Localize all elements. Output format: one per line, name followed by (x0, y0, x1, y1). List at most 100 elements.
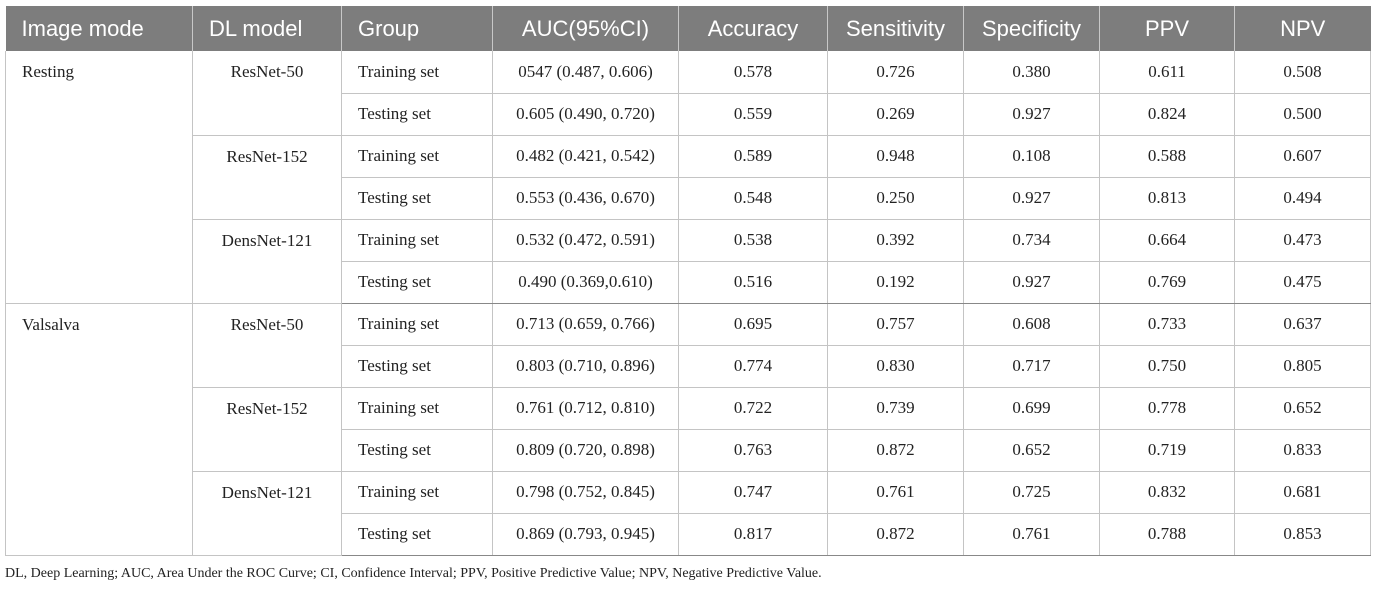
ppv-cell: 0.824 (1099, 92, 1235, 136)
header-group: Group (341, 6, 493, 51)
npv-cell: 0.494 (1234, 176, 1371, 220)
results-table-wrapper: Image mode DL model Group AUC(95%CI) Acc… (5, 6, 1371, 556)
sensitivity-cell: 0.757 (827, 302, 964, 346)
specificity-cell: 0.927 (963, 176, 1100, 220)
auc-cell: 0.605 (0.490, 0.720) (492, 92, 679, 136)
npv-cell: 0.607 (1234, 134, 1371, 178)
group-cell: Testing set (341, 512, 493, 556)
table-row: DensNet-121 Training set 0.798 (0.752, 0.8… (6, 470, 1371, 556)
table-row: ResNet-152 Training set 0.761 (0.712, 0.81… (6, 386, 1371, 472)
ppv-cell: 0.664 (1099, 218, 1235, 262)
dl-model-cell: DensNet-121 (192, 470, 342, 556)
accuracy-cell: 0.578 (678, 51, 828, 94)
table-row: Testing set 0.553 (0.436, 0.670) 0.548 0.25… (6, 176, 1371, 220)
accuracy-cell: 0.817 (678, 512, 828, 556)
table-row: Testing set 0.490 (0.369,0.610) 0.516 0.192… (6, 260, 1371, 304)
auc-cell: 0.803 (0.710, 0.896) (492, 344, 679, 388)
sensitivity-cell: 0.739 (827, 386, 964, 430)
specificity-cell: 0.652 (963, 428, 1100, 472)
specificity-cell: 0.761 (963, 512, 1100, 556)
ppv-cell: 0.769 (1099, 260, 1235, 304)
group-cell: Training set (341, 470, 493, 514)
npv-cell: 0.500 (1234, 92, 1371, 136)
npv-cell: 0.637 (1234, 302, 1371, 346)
group-cell: Testing set (341, 428, 493, 472)
specificity-cell: 0.927 (963, 92, 1100, 136)
header-sensitivity: Sensitivity (827, 6, 964, 51)
table-row: ResNet-152 Training set 0.482 (0.421, 0.54… (6, 134, 1371, 220)
auc-cell: 0.761 (0.712, 0.810) (492, 386, 679, 430)
npv-cell: 0.508 (1234, 51, 1371, 94)
ppv-cell: 0.588 (1099, 134, 1235, 178)
sensitivity-cell: 0.269 (827, 92, 964, 136)
auc-cell: 0547 (0.487, 0.606) (492, 51, 679, 94)
auc-cell: 0.490 (0.369,0.610) (492, 260, 679, 304)
header-dl-model: DL model (192, 6, 342, 51)
ppv-cell: 0.750 (1099, 344, 1235, 388)
header-ppv: PPV (1099, 6, 1235, 51)
header-accuracy: Accuracy (678, 6, 828, 51)
results-table: Image mode DL model Group AUC(95%CI) Acc… (5, 6, 1371, 556)
specificity-cell: 0.699 (963, 386, 1100, 430)
sensitivity-cell: 0.392 (827, 218, 964, 262)
header-row: Image mode DL model Group AUC(95%CI) Acc… (5, 6, 1371, 51)
table-row: Resting ResNet-50 Training set 0547 (0.487,… (5, 51, 1371, 304)
table-header: Image mode DL model Group AUC(95%CI) Acc… (5, 6, 1371, 51)
header-auc: AUC(95%CI) (492, 6, 679, 51)
group-cell: Training set (341, 218, 493, 262)
header-image-mode: Image mode (5, 6, 193, 51)
accuracy-cell: 0.559 (678, 92, 828, 136)
specificity-cell: 0.927 (963, 260, 1100, 304)
dl-model-cell: ResNet-50 (192, 51, 342, 136)
sensitivity-cell: 0.872 (827, 512, 964, 556)
accuracy-cell: 0.747 (678, 470, 828, 514)
sensitivity-cell: 0.761 (827, 470, 964, 514)
accuracy-cell: 0.589 (678, 134, 828, 178)
sensitivity-cell: 0.872 (827, 428, 964, 472)
ppv-cell: 0.832 (1099, 470, 1235, 514)
header-specificity: Specificity (963, 6, 1100, 51)
group-cell: Training set (341, 134, 493, 178)
table-row: Testing set 0.803 (0.710, 0.896) 0.774 0.83… (6, 344, 1371, 388)
table-row: Valsalva ResNet-50 Training set 0.713 (0.65… (5, 302, 1371, 556)
group-cell: Testing set (341, 344, 493, 388)
accuracy-cell: 0.774 (678, 344, 828, 388)
table-footnote: DL, Deep Learning; AUC, Area Under the R… (5, 566, 822, 581)
sensitivity-cell: 0.192 (827, 260, 964, 304)
header-npv: NPV (1234, 6, 1371, 51)
auc-cell: 0.532 (0.472, 0.591) (492, 218, 679, 262)
accuracy-cell: 0.763 (678, 428, 828, 472)
group-cell: Testing set (341, 92, 493, 136)
accuracy-cell: 0.548 (678, 176, 828, 220)
npv-cell: 0.475 (1234, 260, 1371, 304)
auc-cell: 0.713 (0.659, 0.766) (492, 302, 679, 346)
npv-cell: 0.473 (1234, 218, 1371, 262)
npv-cell: 0.652 (1234, 386, 1371, 430)
sensitivity-cell: 0.250 (827, 176, 964, 220)
specificity-cell: 0.717 (963, 344, 1100, 388)
dl-model-cell: ResNet-152 (192, 134, 342, 220)
auc-cell: 0.809 (0.720, 0.898) (492, 428, 679, 472)
specificity-cell: 0.608 (963, 302, 1100, 346)
auc-cell: 0.869 (0.793, 0.945) (492, 512, 679, 556)
sensitivity-cell: 0.726 (827, 51, 964, 94)
group-cell: Testing set (341, 260, 493, 304)
table-row: DensNet-121 Training set 0.532 (0.472, 0.5… (6, 218, 1371, 304)
auc-cell: 0.798 (0.752, 0.845) (492, 470, 679, 514)
accuracy-cell: 0.516 (678, 260, 828, 304)
group-cell: Training set (341, 51, 493, 94)
ppv-cell: 0.788 (1099, 512, 1235, 556)
sensitivity-cell: 0.830 (827, 344, 964, 388)
specificity-cell: 0.380 (963, 51, 1100, 94)
accuracy-cell: 0.722 (678, 386, 828, 430)
ppv-cell: 0.813 (1099, 176, 1235, 220)
table-row: Testing set 0.809 (0.720, 0.898) 0.763 0.87… (6, 428, 1371, 472)
npv-cell: 0.833 (1234, 428, 1371, 472)
table-body: Resting ResNet-50 Training set 0547 (0.487,… (5, 51, 1371, 556)
table-row: Testing set 0.869 (0.793, 0.945) 0.817 0.87… (6, 512, 1371, 556)
auc-cell: 0.553 (0.436, 0.670) (492, 176, 679, 220)
group-cell: Training set (341, 386, 493, 430)
specificity-cell: 0.725 (963, 470, 1100, 514)
auc-cell: 0.482 (0.421, 0.542) (492, 134, 679, 178)
sensitivity-cell: 0.948 (827, 134, 964, 178)
